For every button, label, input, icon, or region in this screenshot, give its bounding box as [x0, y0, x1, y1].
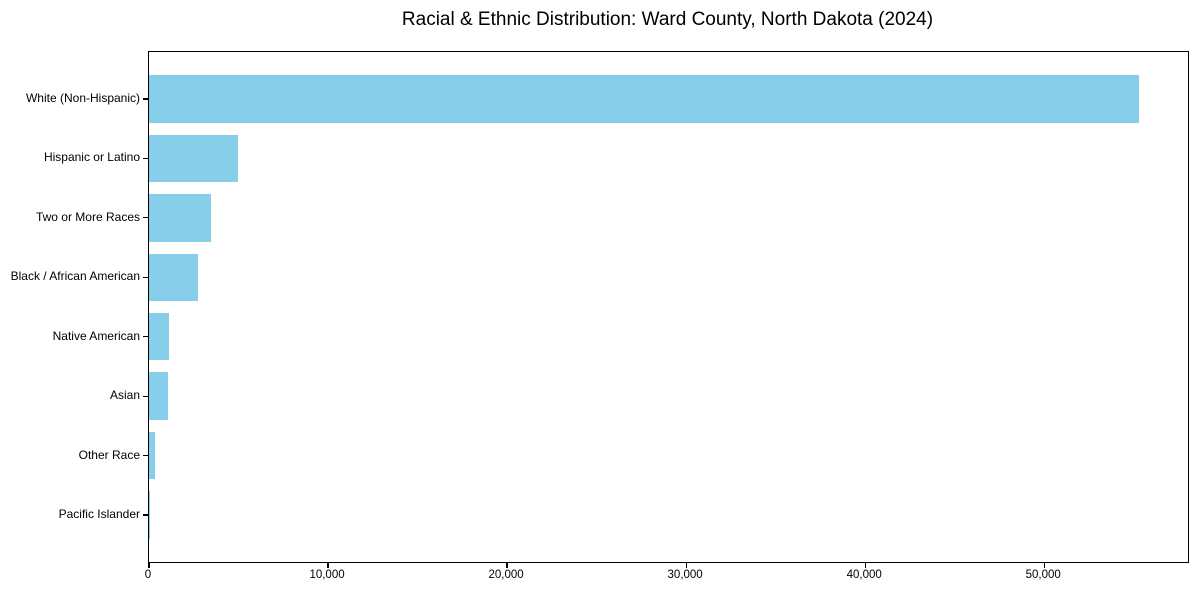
- x-tick-mark: [1043, 563, 1045, 569]
- bar-black-african-american: [149, 253, 199, 302]
- y-tick-mark: [142, 276, 148, 278]
- y-tick-label: Black / African American: [10, 269, 140, 284]
- x-tick-mark: [327, 563, 329, 569]
- y-tick-mark: [142, 395, 148, 397]
- x-tick-mark: [148, 563, 150, 569]
- bar-native-american: [149, 312, 169, 361]
- x-tick-mark: [685, 563, 687, 569]
- bar-two-or-more-races: [149, 194, 212, 242]
- y-tick-label: Other Race: [78, 447, 140, 462]
- y-tick-label: White (Non-Hispanic): [25, 90, 140, 105]
- x-tick-label: 30,000: [667, 569, 703, 581]
- bar-white-non-hispanic: [149, 75, 1139, 123]
- x-tick-label: 20,000: [488, 569, 524, 581]
- x-tick-label: 40,000: [846, 569, 882, 581]
- y-tick-label: Pacific Islander: [58, 507, 140, 522]
- y-tick-mark: [142, 455, 148, 457]
- bar-asian: [149, 372, 168, 420]
- y-tick-mark: [142, 157, 148, 159]
- x-tick-label: 50,000: [1025, 569, 1061, 581]
- x-tick-mark: [506, 563, 508, 569]
- y-tick-label: Hispanic or Latino: [43, 150, 140, 165]
- y-tick-label: Two or More Races: [35, 209, 140, 224]
- y-tick-mark: [142, 98, 148, 100]
- y-tick-mark: [142, 514, 148, 516]
- plot-area: [142, 51, 1189, 569]
- chart-title: Racial & Ethnic Distribution: Ward Count…: [401, 9, 934, 30]
- bar-pacific-islander: [149, 491, 150, 539]
- bar-other-race: [149, 431, 156, 480]
- x-tick-mark: [864, 563, 866, 569]
- y-tick-mark: [142, 336, 148, 338]
- y-tick-mark: [142, 217, 148, 219]
- y-tick-label: Asian: [109, 388, 140, 403]
- y-tick-label: Native American: [52, 328, 140, 343]
- x-tick-label: 0: [144, 569, 152, 581]
- bar-hispanic-or-latino: [149, 134, 238, 183]
- x-tick-label: 10,000: [309, 569, 345, 581]
